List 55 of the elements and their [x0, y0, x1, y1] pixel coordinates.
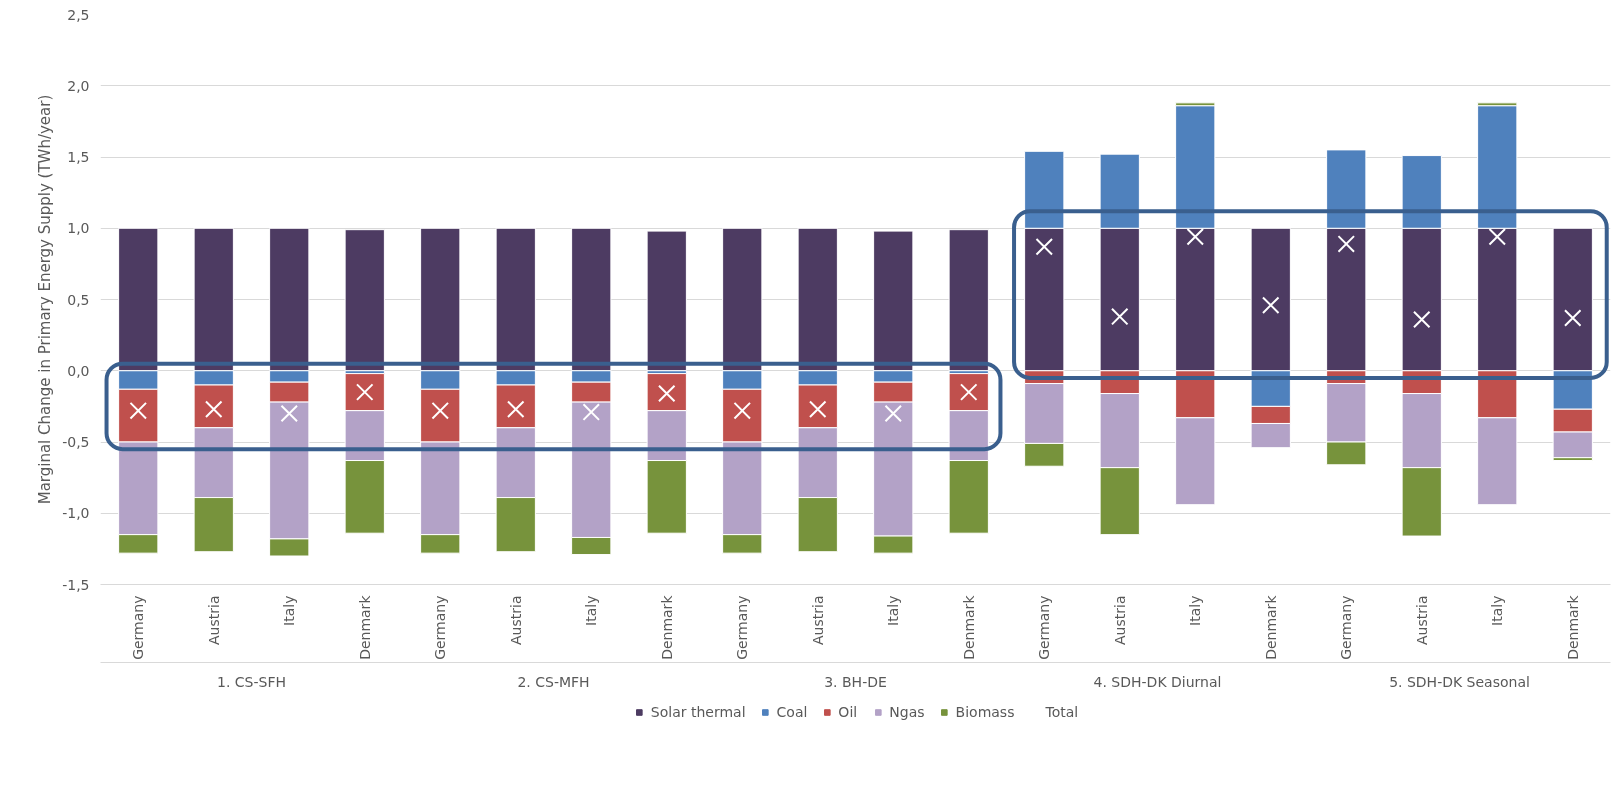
text: 3. BH-DE: [824, 673, 887, 690]
point: [1186, 228, 1205, 246]
text: Total: [1045, 704, 1079, 720]
y-tick-label: 2,0: [67, 77, 90, 94]
x-tick-label: Italy: [583, 595, 600, 626]
x-tick-label: Denmark: [356, 594, 373, 660]
x-tick-label: Austria: [809, 595, 826, 645]
text: 5. SDH-DK Seasonal: [1389, 673, 1530, 690]
x-tick-label: Germany: [1036, 595, 1053, 660]
point: [582, 403, 601, 421]
y-tick-label: 1,5: [67, 149, 90, 165]
x-tick-label: Italy: [885, 595, 902, 626]
text: 1. CS-SFH: [217, 673, 287, 690]
point: [1261, 296, 1280, 314]
y-tick-label: 0,5: [67, 291, 90, 308]
y-tick-label: -1,0: [62, 505, 90, 522]
text: 2. CS-MFH: [517, 673, 590, 690]
point: [1563, 309, 1582, 327]
legend-label: Biomass: [955, 704, 1015, 720]
x-tick-label: Germany: [1338, 595, 1355, 660]
point: [280, 404, 299, 423]
x-tick-label: Germany: [734, 595, 751, 660]
y-axis-title: Marginal Change in Primary Energy Supply (TWh/year): [36, 94, 55, 505]
x-tick-label: Denmark: [1564, 594, 1581, 660]
legend-label: Oil: [838, 704, 859, 720]
x-tick-label: Denmark: [960, 594, 977, 660]
x-tick-label: Austria: [507, 595, 524, 645]
x-tick-label: Denmark: [658, 594, 675, 660]
x-tick-label: Austria: [205, 595, 222, 645]
legend-label: Solar thermal: [650, 704, 746, 720]
x-tick-label: Germany: [130, 595, 147, 660]
bar: [646, 230, 687, 372]
y-tick-label: 1,0: [67, 220, 90, 237]
x-tick-label: Austria: [1111, 595, 1128, 645]
y-tick-label: -0,5: [62, 434, 90, 450]
x-tick-label: Italy: [1489, 595, 1506, 626]
point: [1337, 235, 1356, 253]
y-tick-label: 2,5: [67, 6, 90, 23]
bar: [948, 229, 989, 372]
x-tick-label: Austria: [1413, 595, 1430, 645]
x-tick-label: Germany: [432, 595, 449, 660]
x-tick-label: Italy: [281, 595, 298, 626]
point: [1412, 310, 1431, 329]
text: 4. SDH-DK Diurnal: [1093, 673, 1222, 690]
y-tick-label: 0,0: [67, 362, 90, 379]
point: [1035, 238, 1054, 256]
legend-label: Ngas: [889, 704, 925, 720]
bar: [344, 229, 385, 372]
legend-label: Coal: [776, 704, 808, 720]
point: [1488, 228, 1507, 246]
point: [1110, 307, 1129, 326]
point: [884, 404, 903, 423]
x-tick-label: Denmark: [1262, 594, 1279, 660]
x-tick-label: Italy: [1187, 595, 1204, 626]
y-tick-label: -1,5: [62, 576, 90, 593]
